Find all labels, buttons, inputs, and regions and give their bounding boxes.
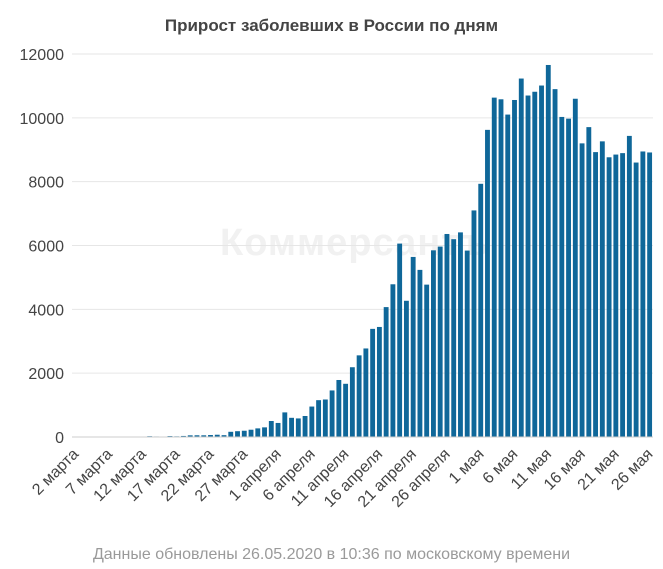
bar [208, 435, 213, 437]
bar [282, 412, 288, 437]
bar [376, 326, 382, 437]
bar [248, 429, 254, 437]
bar [370, 328, 376, 437]
bar [343, 383, 349, 437]
y-tick-label: 0 [55, 430, 64, 447]
bar [606, 157, 612, 437]
bar [505, 114, 511, 438]
bar [633, 162, 639, 437]
watermark: Коммерсантъ [220, 222, 490, 264]
bar [410, 256, 416, 437]
bar [329, 390, 335, 437]
bar [559, 116, 565, 437]
bar [397, 243, 403, 437]
bar [518, 78, 524, 437]
bars [72, 64, 653, 438]
bar [302, 415, 308, 437]
bar [262, 427, 267, 437]
y-axis-tick-labels: 0 2000 4000 6000 8000 10000 12000 [20, 47, 65, 447]
bar [444, 233, 450, 437]
bar [275, 422, 281, 437]
bar [336, 379, 342, 437]
y-tick-label: 2000 [28, 366, 64, 383]
y-tick-label: 8000 [28, 175, 64, 192]
bar [417, 269, 423, 437]
footnote: Данные обновлены 26.05.2020 в 10:36 по м… [92, 546, 571, 563]
bar [593, 152, 599, 438]
bar [579, 143, 585, 437]
bar [214, 434, 220, 437]
bar [572, 98, 578, 438]
bar [647, 152, 653, 437]
bar [464, 250, 470, 437]
bar [532, 91, 538, 437]
bar [613, 154, 619, 438]
bar [599, 141, 605, 438]
gridlines [72, 53, 653, 374]
bar [512, 99, 517, 437]
bar [545, 64, 551, 437]
bar [390, 284, 396, 437]
bar [458, 232, 463, 437]
bar [255, 428, 261, 437]
bar [471, 210, 477, 437]
bar [525, 95, 531, 437]
bar [322, 399, 328, 437]
bar [235, 431, 240, 437]
bar [586, 127, 592, 437]
bar [498, 99, 504, 438]
bar [316, 400, 322, 437]
y-tick-label: 12000 [20, 47, 65, 64]
bar [228, 431, 234, 437]
bar [431, 250, 436, 437]
bar [620, 153, 626, 437]
x-tick-label: 1 мая [446, 446, 488, 488]
bar [221, 435, 227, 437]
bar [566, 118, 571, 437]
bar [552, 89, 558, 437]
bar [194, 435, 200, 437]
chart-title: Прирост заболевших в России по дням [164, 16, 499, 35]
bar [640, 151, 646, 437]
bar [268, 421, 274, 437]
bar [201, 435, 207, 437]
bar [485, 129, 490, 438]
bar [626, 135, 632, 437]
bar [356, 355, 362, 437]
bar [383, 307, 389, 437]
bar [181, 435, 186, 437]
bar [478, 183, 484, 437]
bar [437, 246, 443, 437]
bar [539, 85, 544, 438]
bar [295, 418, 301, 437]
bar [349, 367, 355, 437]
y-tick-label: 4000 [28, 302, 64, 319]
bar [451, 239, 457, 437]
y-tick-label: 6000 [28, 239, 64, 256]
bar [289, 417, 294, 437]
y-tick-label: 10000 [20, 111, 65, 128]
bar [241, 430, 247, 437]
bar [403, 300, 409, 437]
bar [491, 97, 497, 438]
bar [363, 348, 369, 437]
bar [309, 406, 315, 437]
bar [187, 435, 193, 437]
bar [424, 284, 430, 437]
